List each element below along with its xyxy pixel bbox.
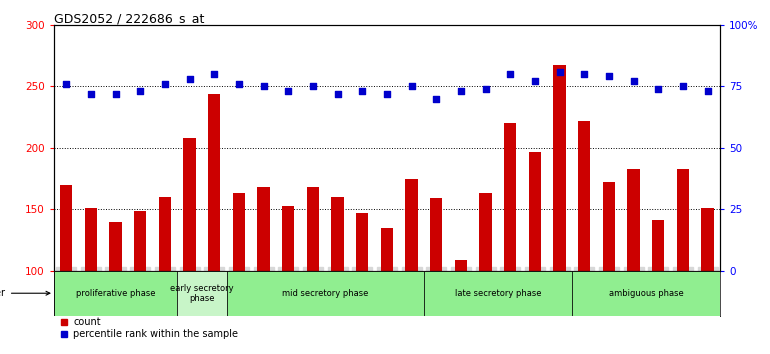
Point: [628, 79, 640, 84]
Point: [159, 81, 171, 87]
Point: [257, 84, 270, 89]
Bar: [554, 65, 566, 271]
Bar: [652, 221, 665, 271]
Point: [282, 88, 294, 94]
Bar: [628, 169, 640, 271]
Bar: [257, 187, 270, 271]
Point: [603, 74, 615, 79]
Bar: [480, 193, 492, 271]
Bar: [701, 208, 714, 271]
Bar: [54, 271, 177, 316]
Bar: [331, 197, 343, 271]
Bar: [406, 178, 418, 271]
Bar: [529, 152, 541, 271]
Bar: [233, 193, 245, 271]
Point: [134, 88, 146, 94]
Point: [701, 88, 714, 94]
Point: [233, 81, 245, 87]
Text: late secretory phase: late secretory phase: [454, 289, 541, 298]
Text: mid secretory phase: mid secretory phase: [282, 289, 368, 298]
Point: [480, 86, 492, 92]
Point: [381, 91, 393, 97]
Text: ambiguous phase: ambiguous phase: [608, 289, 683, 298]
Point: [554, 69, 566, 74]
Point: [652, 86, 665, 92]
Point: [60, 81, 72, 87]
Bar: [455, 260, 467, 271]
Bar: [578, 121, 591, 271]
Bar: [430, 198, 443, 271]
Bar: [109, 222, 122, 271]
Point: [109, 91, 122, 97]
Bar: [159, 197, 171, 271]
Bar: [226, 271, 424, 316]
Text: GDS2052 / 222686_s_at: GDS2052 / 222686_s_at: [54, 12, 204, 25]
Point: [85, 91, 97, 97]
Bar: [282, 206, 294, 271]
Point: [306, 84, 319, 89]
Bar: [603, 182, 615, 271]
Bar: [60, 185, 72, 271]
Bar: [306, 187, 319, 271]
Text: early secretory
phase: early secretory phase: [170, 284, 234, 303]
Point: [677, 84, 689, 89]
Bar: [424, 271, 572, 316]
Bar: [356, 213, 368, 271]
Point: [356, 88, 368, 94]
Point: [504, 71, 517, 77]
Bar: [183, 138, 196, 271]
Bar: [134, 211, 146, 271]
Text: other: other: [0, 288, 50, 298]
Bar: [572, 271, 720, 316]
Point: [455, 88, 467, 94]
Bar: [380, 228, 393, 271]
Bar: [85, 208, 97, 271]
Point: [183, 76, 196, 82]
Point: [529, 79, 541, 84]
Point: [406, 84, 418, 89]
Point: [331, 91, 343, 97]
Bar: [677, 169, 689, 271]
Bar: [177, 271, 226, 316]
Point: [430, 96, 443, 102]
Bar: [504, 123, 517, 271]
Text: proliferative phase: proliferative phase: [75, 289, 156, 298]
Point: [208, 71, 220, 77]
Bar: [208, 94, 220, 271]
Legend: count, percentile rank within the sample: count, percentile rank within the sample: [59, 317, 239, 339]
Point: [578, 71, 591, 77]
